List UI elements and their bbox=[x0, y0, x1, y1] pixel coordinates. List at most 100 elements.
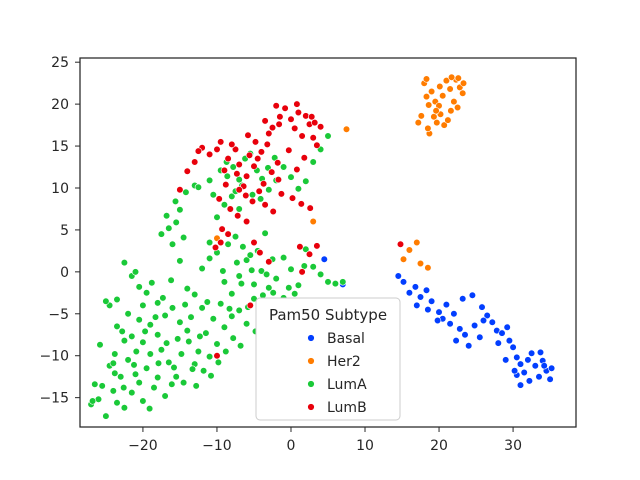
point-luma-56 bbox=[139, 301, 147, 310]
point-luma-168 bbox=[248, 266, 256, 274]
point-luma-4 bbox=[117, 373, 125, 381]
point-luma-154 bbox=[111, 369, 119, 377]
point-her2-34 bbox=[416, 259, 425, 268]
point-lumb-62 bbox=[275, 120, 283, 128]
point-luma-176 bbox=[120, 384, 128, 392]
point-luma-42 bbox=[198, 304, 206, 312]
point-her2-13 bbox=[447, 107, 455, 115]
point-her2-31 bbox=[309, 217, 317, 226]
point-lumb-19 bbox=[245, 151, 254, 159]
y-tick-label-5: 10 bbox=[51, 181, 69, 197]
point-her2-30 bbox=[342, 125, 351, 133]
legend-marker-luma bbox=[307, 380, 315, 388]
point-her2-32 bbox=[405, 246, 414, 254]
point-luma-182 bbox=[248, 191, 257, 199]
point-luma-126 bbox=[102, 412, 110, 420]
point-luma-166 bbox=[219, 267, 227, 275]
point-lumb-38 bbox=[255, 187, 263, 195]
point-basal-40 bbox=[536, 348, 545, 357]
point-lumb-47 bbox=[218, 225, 226, 233]
point-luma-135 bbox=[192, 382, 200, 390]
point-her2-17 bbox=[433, 118, 441, 127]
point-luma-161 bbox=[196, 332, 204, 341]
y-tick-label-8: 25 bbox=[51, 55, 69, 71]
point-luma-180 bbox=[168, 380, 176, 388]
point-lumb-54 bbox=[265, 258, 273, 266]
point-her2-33 bbox=[413, 238, 421, 247]
point-basal-48 bbox=[479, 316, 488, 325]
point-basal-1 bbox=[399, 278, 408, 286]
point-luma-156 bbox=[132, 347, 140, 356]
point-luma-68 bbox=[182, 188, 190, 196]
point-luma-10 bbox=[135, 379, 143, 387]
point-lumb-45 bbox=[226, 205, 234, 213]
point-luma-103 bbox=[317, 270, 325, 279]
point-luma-117 bbox=[261, 229, 269, 237]
point-luma-54 bbox=[102, 297, 110, 305]
point-luma-46 bbox=[161, 311, 169, 320]
point-luma-31 bbox=[228, 312, 236, 320]
x-tick-label-1: −10 bbox=[202, 438, 232, 454]
point-luma-58 bbox=[167, 276, 175, 284]
point-luma-120 bbox=[235, 205, 243, 213]
point-luma-125 bbox=[91, 380, 99, 388]
point-basal-25 bbox=[498, 329, 506, 337]
point-luma-25 bbox=[180, 379, 188, 387]
point-luma-140 bbox=[229, 334, 237, 342]
point-basal-13 bbox=[456, 325, 464, 333]
point-luma-75 bbox=[229, 163, 237, 171]
point-her2-18 bbox=[414, 118, 422, 127]
point-basal-39 bbox=[546, 375, 554, 383]
point-basal-15 bbox=[452, 337, 460, 345]
point-basal-46 bbox=[442, 301, 451, 309]
point-luma-3 bbox=[109, 387, 117, 395]
point-lumb-22 bbox=[235, 160, 243, 169]
point-luma-90 bbox=[220, 278, 228, 286]
point-luma-93 bbox=[243, 256, 251, 264]
point-lumb-50 bbox=[224, 230, 232, 238]
point-basal-5 bbox=[422, 286, 431, 294]
point-lumb-58 bbox=[298, 268, 306, 276]
point-her2-21 bbox=[417, 112, 425, 120]
legend-marker-lumb bbox=[307, 403, 315, 411]
point-luma-33 bbox=[243, 320, 251, 328]
point-luma-174 bbox=[285, 284, 293, 292]
point-lumb-74 bbox=[274, 176, 283, 184]
point-luma-60 bbox=[157, 230, 165, 238]
point-luma-30 bbox=[220, 323, 228, 331]
point-luma-139 bbox=[222, 347, 230, 356]
point-lumb-9 bbox=[309, 134, 317, 142]
point-lumb-49 bbox=[217, 238, 225, 247]
point-luma-129 bbox=[139, 397, 147, 405]
point-luma-40 bbox=[183, 327, 191, 335]
point-basal-30 bbox=[502, 356, 510, 364]
point-lumb-65 bbox=[285, 146, 293, 154]
point-lumb-43 bbox=[297, 200, 305, 208]
point-lumb-29 bbox=[206, 150, 214, 158]
point-luma-104 bbox=[324, 278, 332, 286]
point-lumb-12 bbox=[268, 123, 277, 132]
point-luma-12 bbox=[150, 384, 158, 392]
point-luma-55 bbox=[131, 268, 140, 276]
point-lumb-20 bbox=[243, 172, 251, 180]
point-lumb-51 bbox=[243, 217, 251, 226]
point-luma-23 bbox=[165, 358, 173, 367]
point-luma-2 bbox=[98, 382, 106, 390]
point-lumb-53 bbox=[256, 249, 264, 257]
point-lumb-32 bbox=[191, 158, 199, 166]
point-luma-27 bbox=[194, 347, 202, 356]
point-basal-49 bbox=[494, 339, 502, 347]
point-basal-28 bbox=[509, 343, 517, 351]
point-her2-36 bbox=[424, 264, 432, 272]
point-luma-157 bbox=[141, 327, 149, 336]
point-lumb-10 bbox=[313, 141, 321, 149]
point-luma-99 bbox=[287, 265, 295, 273]
point-luma-39 bbox=[176, 318, 184, 326]
point-lumb-41 bbox=[277, 190, 286, 198]
y-tick-label-2: −5 bbox=[48, 307, 69, 323]
point-basal-45 bbox=[547, 364, 556, 372]
point-basal-33 bbox=[524, 356, 532, 364]
point-lumb-18 bbox=[250, 162, 258, 170]
point-basal-19 bbox=[459, 295, 467, 303]
point-luma-86 bbox=[302, 177, 310, 185]
